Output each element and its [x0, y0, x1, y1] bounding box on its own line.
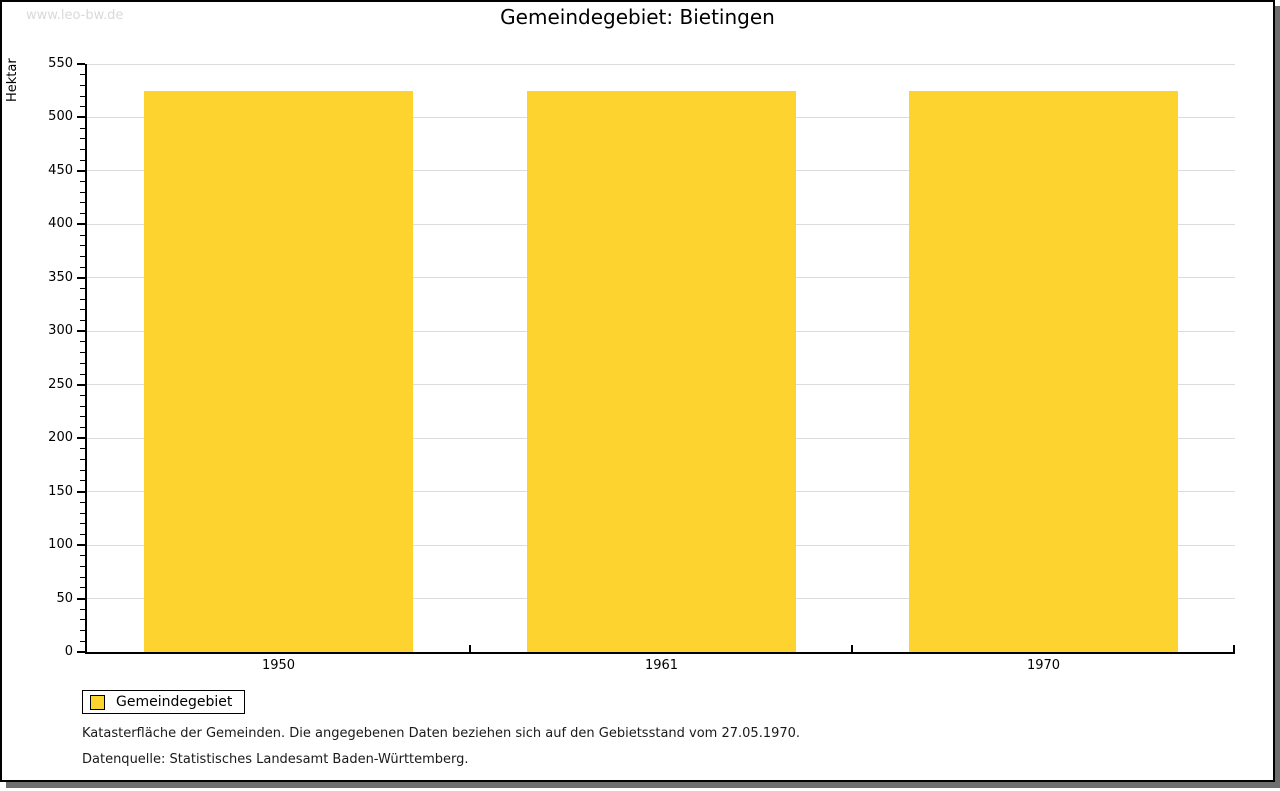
x-axis-end-tick — [1233, 645, 1235, 652]
y-axis-minor-tick — [80, 127, 85, 129]
y-axis-major-tick — [77, 544, 85, 547]
plot-area: 0 50 100 150 200 250 300 350 400 450 500 550 1950 196… — [48, 56, 1235, 673]
y-axis-minor-tick — [80, 149, 85, 151]
y-axis-tick-label: 200 — [48, 430, 73, 446]
y-axis-minor-tick — [80, 619, 85, 621]
footnote-gebietsstand: Katasterfläche der Gemeinden. Die angege… — [82, 726, 801, 741]
y-axis-minor-tick — [80, 95, 85, 97]
y-axis-minor-tick — [80, 213, 85, 215]
y-axis-minor-tick — [80, 576, 85, 578]
y-axis-minor-tick — [80, 362, 85, 364]
y-axis-minor-tick — [80, 181, 85, 183]
y-axis-major-tick — [77, 169, 85, 172]
y-axis-minor-tick — [80, 416, 85, 418]
y-axis-tick-label: 550 — [48, 56, 73, 71]
watermark: www.leo-bw.de — [26, 8, 124, 23]
y-axis-major-tick — [77, 223, 85, 226]
y-axis-minor-tick — [80, 341, 85, 343]
y-axis-minor-tick — [80, 501, 85, 503]
gridline — [87, 63, 1235, 65]
y-axis-minor-tick — [80, 608, 85, 610]
y-axis-major-tick — [77, 383, 85, 386]
y-axis-minor-tick — [80, 555, 85, 557]
y-axis-title: Hektar — [5, 58, 20, 102]
x-axis-tick-label: 1961 — [644, 658, 679, 673]
y-axis-minor-tick — [80, 266, 85, 268]
y-axis-minor-tick — [80, 640, 85, 642]
y-axis-minor-tick — [80, 191, 85, 193]
y-axis-major-tick — [77, 63, 85, 65]
y-axis-tick-label: 400 — [48, 216, 73, 232]
y-axis-tick-label: 350 — [48, 269, 73, 285]
y-axis-minor-tick — [80, 523, 85, 525]
y-axis-minor-tick — [80, 352, 85, 354]
y-axis-minor-tick — [80, 630, 85, 632]
y-axis-minor-tick — [80, 480, 85, 482]
y-axis-minor-tick — [80, 512, 85, 514]
y-axis-minor-tick — [80, 587, 85, 589]
y-axis-tick-label: 0 — [64, 644, 73, 659]
y-axis-minor-tick — [80, 245, 85, 247]
y-axis-minor-tick — [80, 138, 85, 140]
y-axis-minor-tick — [80, 74, 85, 76]
y-axis-minor-tick — [80, 106, 85, 108]
y-axis-major-tick — [77, 490, 85, 493]
y-axis-tick-label: 50 — [56, 590, 73, 606]
y-axis-minor-tick — [80, 288, 85, 289]
legend-swatch — [90, 694, 105, 710]
legend-label: Gemeindegebiet — [116, 694, 233, 710]
y-axis-minor-tick — [80, 533, 85, 535]
y-axis-major-tick — [77, 437, 85, 440]
y-axis-major-tick — [77, 651, 85, 653]
y-axis-minor-tick — [80, 234, 85, 236]
y-axis-minor-tick — [80, 159, 85, 161]
y-axis-minor-tick — [80, 298, 85, 300]
y-axis-tick-label: 450 — [48, 162, 73, 178]
y-axis-minor-tick — [80, 309, 85, 311]
y-axis-major-tick — [77, 116, 85, 119]
y-axis-major-tick — [77, 597, 85, 600]
y-axis-tick-label: 500 — [48, 109, 73, 125]
y-axis-major-tick — [77, 330, 85, 333]
y-axis-minor-tick — [80, 426, 85, 428]
footnote-datenquelle: Datenquelle: Statistisches Landesamt Bad… — [82, 752, 469, 767]
chart-title: Gemeindegebiet: Bietingen — [500, 5, 775, 29]
legend: Gemeindegebiet — [82, 690, 246, 714]
x-axis-divider-tick — [851, 645, 853, 652]
y-axis-minor-tick — [80, 459, 85, 461]
y-axis-major-tick — [77, 276, 85, 279]
y-axis-minor-tick — [80, 320, 85, 322]
y-axis-minor-tick — [80, 255, 85, 257]
x-axis-divider-tick — [469, 645, 471, 652]
y-axis-tick-label: 250 — [48, 376, 73, 392]
y-axis-minor-tick — [80, 394, 85, 396]
x-axis-tick-label: 1970 — [1026, 658, 1061, 673]
y-axis-minor-tick — [80, 202, 85, 204]
x-axis-tick-label: 1950 — [261, 658, 296, 673]
y-axis-minor-tick — [80, 565, 85, 567]
y-axis-minor-tick — [80, 84, 85, 86]
y-axis-tick-label: 100 — [48, 537, 73, 553]
y-axis-minor-tick — [80, 469, 85, 471]
y-axis-minor-tick — [80, 405, 85, 407]
bar — [527, 91, 796, 652]
y-axis-tick-label: 300 — [48, 323, 73, 339]
y-axis-tick-label: 150 — [48, 483, 73, 499]
bar — [144, 91, 413, 652]
bar — [909, 91, 1178, 652]
y-axis-minor-tick — [80, 448, 85, 450]
y-axis-minor-tick — [80, 373, 85, 375]
